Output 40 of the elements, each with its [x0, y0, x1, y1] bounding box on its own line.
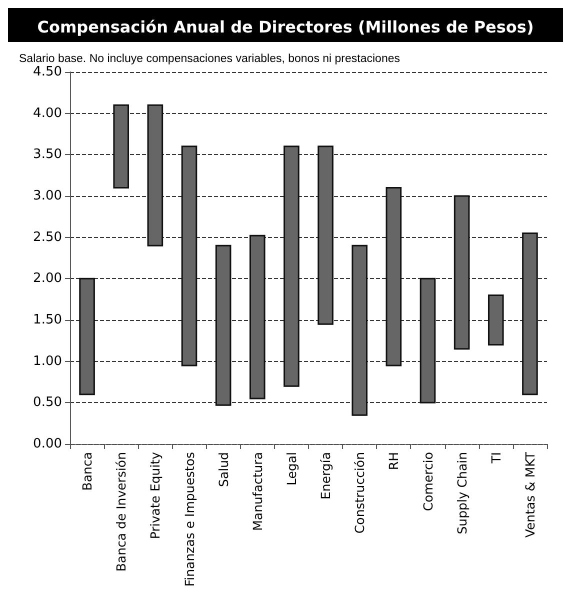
bar — [454, 195, 470, 350]
chart-title: Compensación Anual de Directores (Millones de Pesos) — [37, 18, 534, 36]
x-tick-label: Banca — [80, 452, 95, 491]
bar — [284, 146, 300, 387]
x-tick-label: RH — [386, 452, 402, 470]
bar — [420, 278, 436, 404]
x-tick-label: Banca de Inversión — [114, 452, 129, 572]
bar — [318, 146, 334, 325]
x-tick-label: Finanzas e Impuestos — [182, 452, 197, 587]
bar — [386, 186, 402, 366]
bar — [215, 244, 232, 406]
y-tick-label: 1.00 — [33, 354, 62, 369]
y-tick-label: 2.00 — [33, 271, 62, 286]
x-tick-label: Salud — [216, 452, 231, 487]
x-tick-label: Construcción — [352, 452, 368, 534]
y-tick-label: 3.50 — [33, 147, 62, 162]
bar — [113, 104, 130, 188]
bar — [352, 244, 368, 416]
x-tick-label: Comercio — [420, 452, 436, 512]
bar — [147, 104, 164, 246]
bar — [249, 234, 266, 400]
chart-subtitle: Salario base. No incluye compensaciones variables, bonos ni prestaciones — [19, 53, 400, 65]
x-tick-label: Ventas & MKT — [522, 452, 538, 538]
y-tick-label: 4.00 — [33, 106, 62, 121]
bar — [488, 294, 504, 346]
bar — [181, 146, 198, 366]
x-tick-label: Supply Chain — [454, 452, 470, 534]
y-tick-label: 2.50 — [33, 230, 62, 245]
y-tick-label: 4.50 — [33, 64, 62, 80]
y-tick-label: 0.00 — [33, 436, 62, 452]
bar — [522, 232, 538, 396]
y-tick-label: 1.50 — [33, 312, 62, 328]
y-tick-label: 3.00 — [33, 188, 62, 204]
x-tick-label: TI — [488, 452, 504, 464]
y-tick-label: 0.50 — [33, 395, 62, 410]
bar — [79, 278, 95, 396]
x-tick-label: Legal — [284, 452, 299, 486]
x-tick-label: Private Equity — [148, 451, 163, 540]
x-tick-label: Manufactura — [250, 452, 265, 531]
x-tick-label: Energía — [318, 452, 334, 500]
